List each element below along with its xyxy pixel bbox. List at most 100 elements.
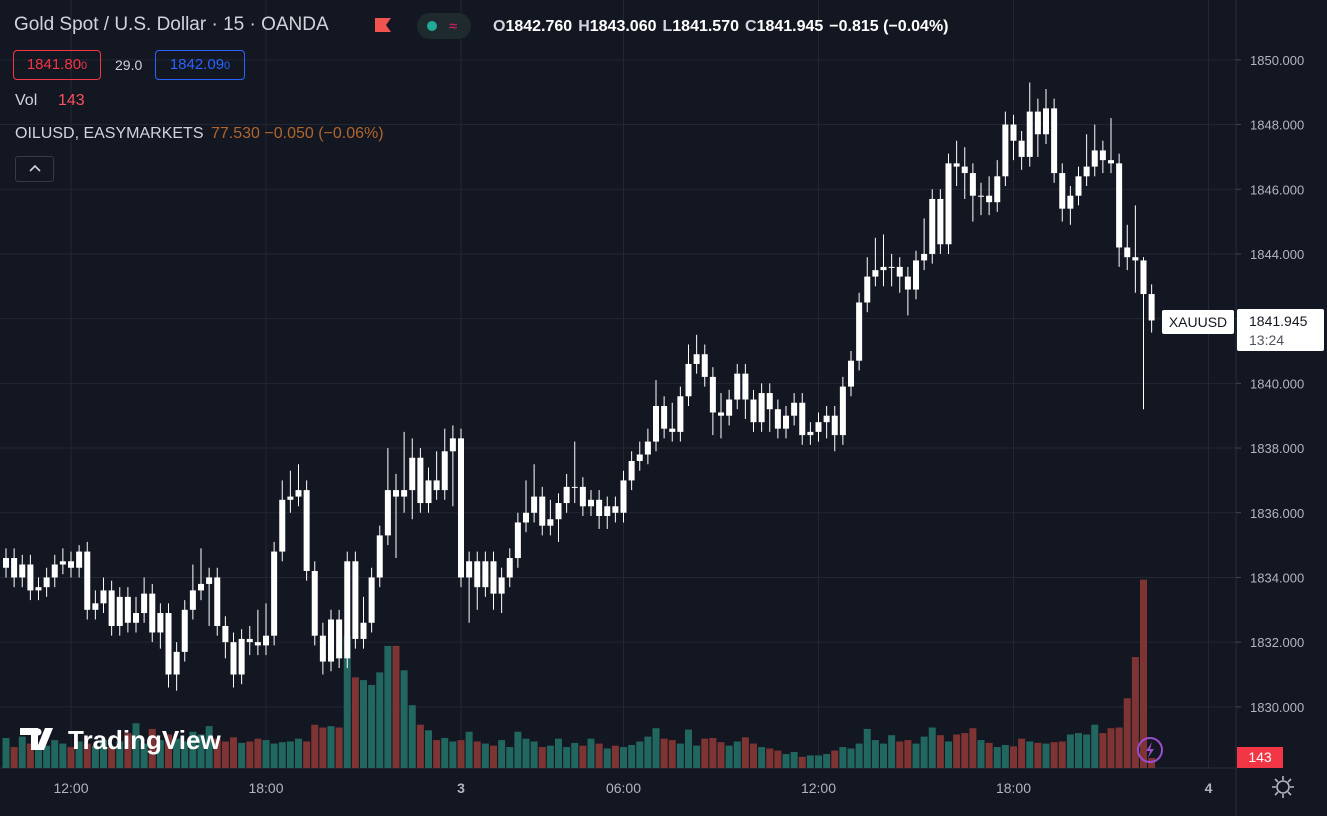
lightning-circle[interactable] bbox=[1137, 737, 1163, 763]
collapse-button[interactable] bbox=[15, 156, 54, 182]
ohlc-key: H bbox=[578, 18, 590, 35]
candle-body bbox=[35, 587, 42, 591]
candle-body bbox=[214, 577, 221, 626]
ask-price: 1842.09 bbox=[169, 56, 225, 73]
volume-bar bbox=[880, 743, 887, 768]
candle-body bbox=[531, 496, 538, 513]
candle-body bbox=[1099, 150, 1106, 161]
volume-bar bbox=[660, 738, 668, 768]
volume-bar bbox=[961, 733, 969, 768]
volume-bar bbox=[165, 734, 172, 768]
candle-body bbox=[417, 457, 424, 504]
candle-body bbox=[791, 402, 798, 416]
volume-bar bbox=[1099, 733, 1107, 768]
volume-bar bbox=[140, 743, 148, 768]
candle-body bbox=[401, 490, 408, 497]
volume-bar bbox=[701, 738, 709, 768]
volume-bar bbox=[888, 735, 896, 768]
candle-body bbox=[59, 561, 66, 565]
volume-bar bbox=[733, 741, 741, 768]
lightning-button[interactable] bbox=[1137, 737, 1163, 763]
y-tick-label: 1836.000 bbox=[1250, 506, 1304, 521]
candle-body bbox=[774, 409, 781, 429]
candle-body bbox=[1034, 111, 1041, 135]
volume-bar bbox=[636, 741, 644, 768]
candle-body bbox=[287, 496, 294, 500]
candle-body bbox=[1010, 124, 1017, 141]
candle-body bbox=[76, 551, 83, 568]
bid-price: 1841.80 bbox=[26, 56, 82, 73]
volume-bar bbox=[676, 743, 684, 768]
volume-bar bbox=[408, 705, 416, 768]
candle-body bbox=[628, 460, 635, 481]
candle-body bbox=[913, 260, 919, 290]
volume-bar bbox=[1083, 734, 1091, 768]
candle-body bbox=[986, 195, 993, 203]
candle-body bbox=[994, 176, 1001, 203]
candle-body bbox=[271, 551, 278, 636]
volume-bar bbox=[896, 741, 904, 768]
candle-body bbox=[514, 522, 521, 559]
candle-body bbox=[328, 619, 334, 662]
volume-bar bbox=[628, 744, 636, 768]
gear-icon[interactable] bbox=[1276, 780, 1290, 794]
volume-bar bbox=[766, 748, 774, 768]
candle-body bbox=[1018, 140, 1025, 157]
volume-bar bbox=[498, 740, 506, 768]
volume-bar bbox=[392, 645, 400, 768]
candle-body bbox=[1059, 173, 1066, 209]
candles bbox=[3, 82, 1155, 691]
candle-body bbox=[19, 564, 26, 578]
x-tick-label: 12:00 bbox=[53, 780, 88, 796]
volume-bar bbox=[18, 736, 26, 768]
volume-bar bbox=[26, 743, 34, 768]
candle-body bbox=[458, 438, 464, 578]
candle-body bbox=[783, 415, 789, 429]
bid-box[interactable]: 1841.800 bbox=[13, 50, 101, 80]
candle-body bbox=[279, 499, 286, 552]
status-pill[interactable] bbox=[417, 13, 471, 39]
volume-bar bbox=[555, 738, 562, 768]
volume-pane bbox=[2, 579, 1156, 768]
volume-bar bbox=[59, 743, 67, 768]
candle-body bbox=[433, 480, 440, 491]
candle-body bbox=[1148, 294, 1155, 321]
volume-bar bbox=[1010, 746, 1017, 768]
volume-bar bbox=[91, 745, 99, 768]
volume-bar bbox=[238, 742, 246, 768]
candle-body bbox=[295, 490, 302, 497]
candle-body bbox=[506, 558, 513, 578]
candle-body bbox=[653, 405, 659, 442]
volume-bar bbox=[1050, 742, 1058, 768]
candle-body bbox=[449, 438, 456, 452]
candle-body bbox=[466, 561, 473, 578]
ohlc-value: 1841.945 bbox=[756, 18, 824, 35]
volume-bar bbox=[798, 756, 806, 768]
candle-body bbox=[929, 198, 936, 254]
volume-bar bbox=[400, 670, 408, 768]
volume-bar bbox=[595, 743, 603, 768]
volume-bar bbox=[1131, 657, 1139, 768]
volume-bar bbox=[847, 748, 855, 768]
last-volume: 143 bbox=[1237, 747, 1283, 768]
ask-box[interactable]: 1842.090 bbox=[155, 50, 245, 80]
volume-bar bbox=[815, 755, 822, 768]
volume-bar bbox=[295, 738, 302, 768]
volume-bar bbox=[189, 731, 197, 768]
volume-bar bbox=[1058, 741, 1066, 768]
volume-bar bbox=[360, 680, 367, 768]
ohlc-value: 1842.760 bbox=[505, 18, 573, 35]
volume-bar bbox=[538, 747, 546, 768]
volume-bar bbox=[416, 724, 424, 768]
settings-button[interactable] bbox=[1272, 776, 1294, 798]
volume-bar bbox=[425, 730, 432, 768]
volume-bar bbox=[652, 728, 660, 768]
y-tick-label: 1848.000 bbox=[1250, 118, 1304, 133]
volume-bar bbox=[433, 740, 441, 768]
candle-body bbox=[319, 635, 326, 662]
flag-icon[interactable] bbox=[375, 18, 391, 32]
candle-body bbox=[661, 405, 668, 429]
volume-bar bbox=[441, 738, 449, 768]
y-tick-label: 1850.000 bbox=[1250, 53, 1304, 68]
